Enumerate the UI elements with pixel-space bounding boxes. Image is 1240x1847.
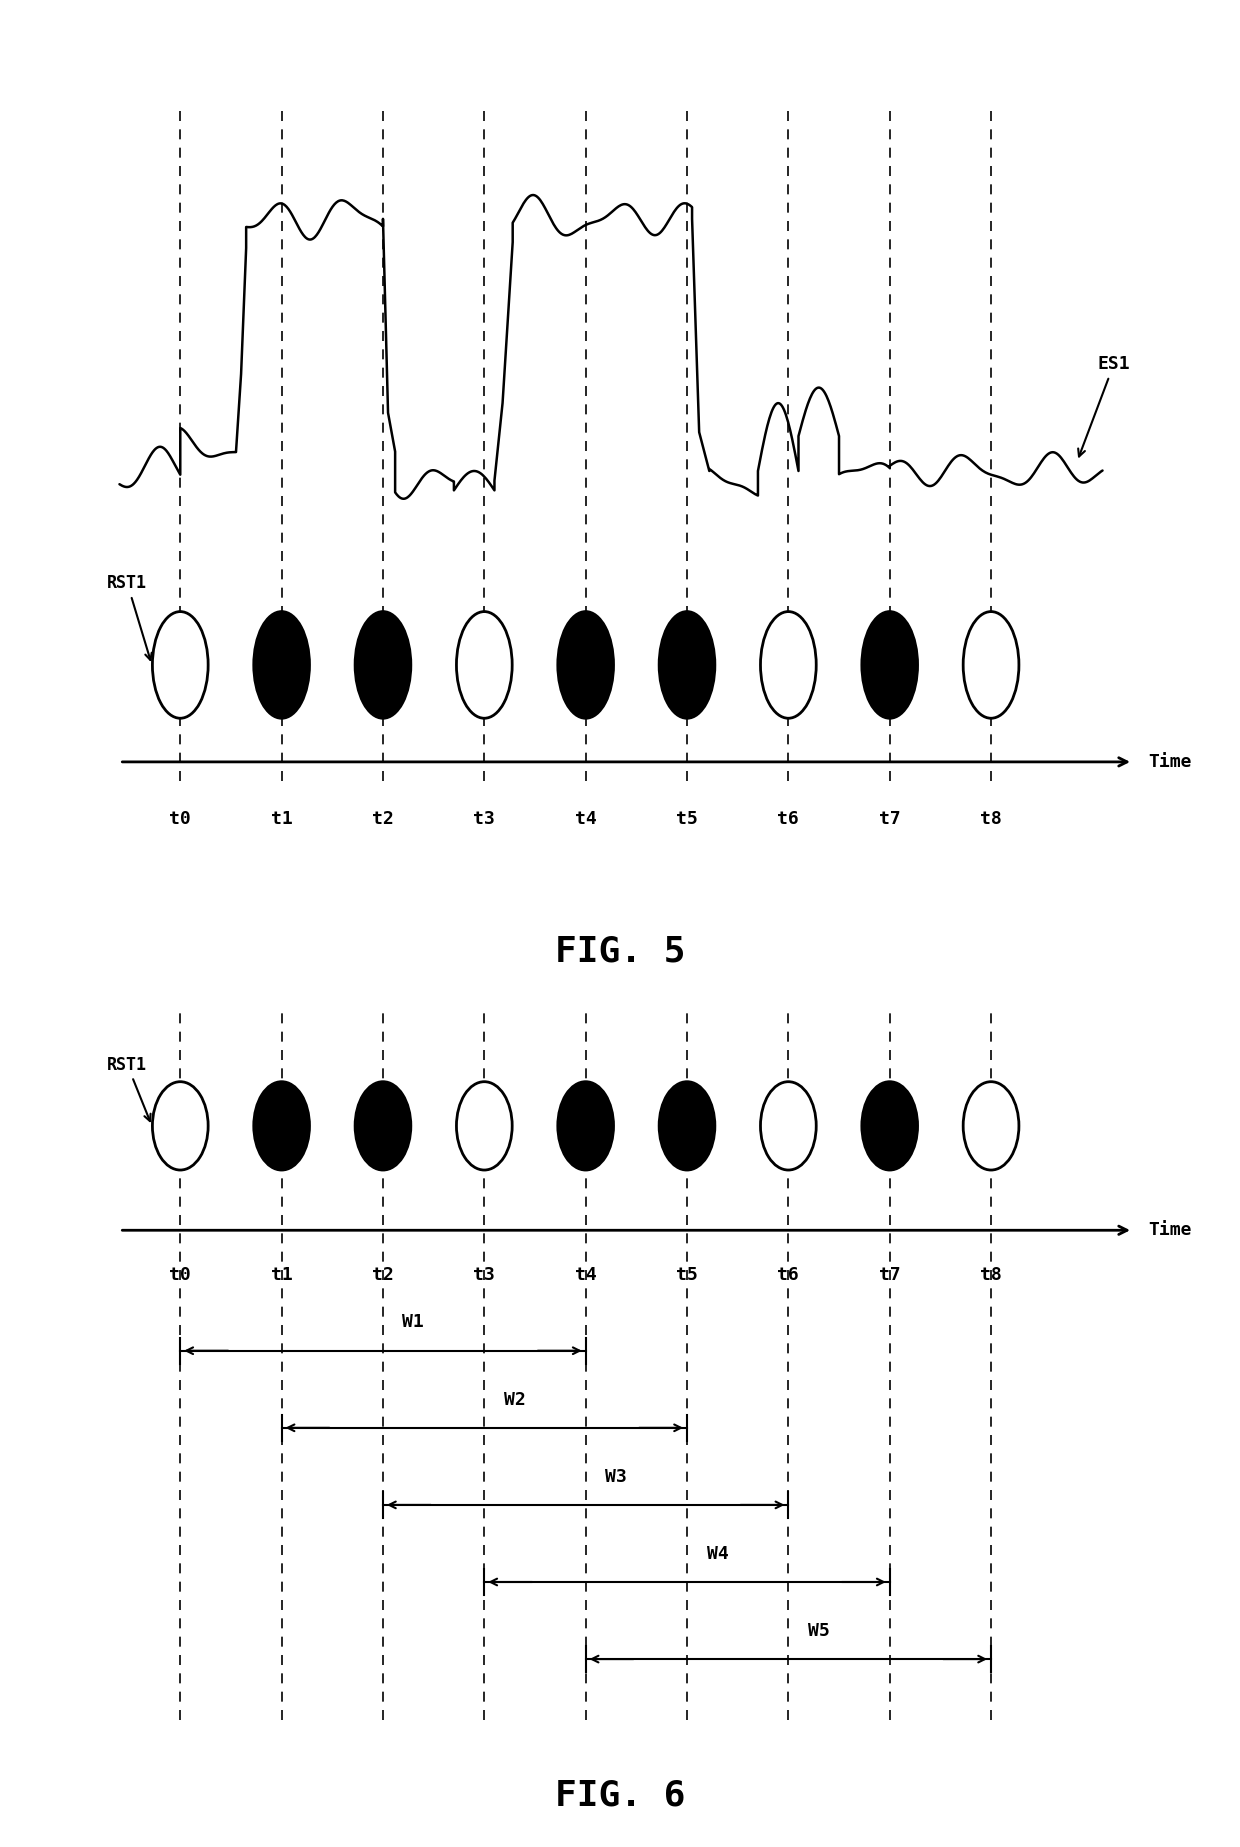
Ellipse shape — [558, 1082, 614, 1169]
Text: t7: t7 — [879, 1265, 900, 1284]
Text: W2: W2 — [503, 1391, 526, 1409]
Text: FIG. 5: FIG. 5 — [554, 935, 686, 968]
Text: W1: W1 — [403, 1313, 424, 1332]
Ellipse shape — [456, 1082, 512, 1169]
Ellipse shape — [760, 611, 816, 718]
Text: Time: Time — [1148, 1221, 1192, 1239]
Text: t1: t1 — [270, 1265, 293, 1284]
Ellipse shape — [660, 611, 715, 718]
Ellipse shape — [456, 611, 512, 718]
Text: FIG. 6: FIG. 6 — [554, 1779, 686, 1812]
Ellipse shape — [153, 1082, 208, 1169]
Text: t4: t4 — [575, 1265, 596, 1284]
Ellipse shape — [660, 1082, 715, 1169]
Ellipse shape — [558, 611, 614, 718]
Text: W5: W5 — [808, 1622, 830, 1640]
Text: RST1: RST1 — [108, 574, 151, 659]
Text: ES1: ES1 — [1078, 355, 1130, 456]
Ellipse shape — [355, 611, 410, 718]
Text: t0: t0 — [170, 811, 191, 827]
Ellipse shape — [862, 1082, 918, 1169]
Text: t6: t6 — [777, 1265, 800, 1284]
Text: t5: t5 — [676, 811, 698, 827]
Text: RST1: RST1 — [108, 1056, 150, 1121]
Ellipse shape — [760, 1082, 816, 1169]
Text: t2: t2 — [372, 1265, 394, 1284]
Text: t3: t3 — [474, 1265, 495, 1284]
Ellipse shape — [355, 1082, 410, 1169]
Text: W3: W3 — [605, 1468, 627, 1485]
Text: t4: t4 — [575, 811, 596, 827]
Ellipse shape — [862, 611, 918, 718]
Text: t3: t3 — [474, 811, 495, 827]
Ellipse shape — [153, 611, 208, 718]
Text: t8: t8 — [980, 811, 1002, 827]
Ellipse shape — [254, 611, 310, 718]
Ellipse shape — [963, 611, 1019, 718]
Text: t0: t0 — [170, 1265, 191, 1284]
Text: Time: Time — [1148, 754, 1192, 770]
Ellipse shape — [254, 1082, 310, 1169]
Text: t7: t7 — [879, 811, 900, 827]
Text: t6: t6 — [777, 811, 800, 827]
Text: W4: W4 — [707, 1544, 728, 1563]
Ellipse shape — [963, 1082, 1019, 1169]
Text: t1: t1 — [270, 811, 293, 827]
Text: t5: t5 — [676, 1265, 698, 1284]
Text: t2: t2 — [372, 811, 394, 827]
Text: t8: t8 — [980, 1265, 1002, 1284]
